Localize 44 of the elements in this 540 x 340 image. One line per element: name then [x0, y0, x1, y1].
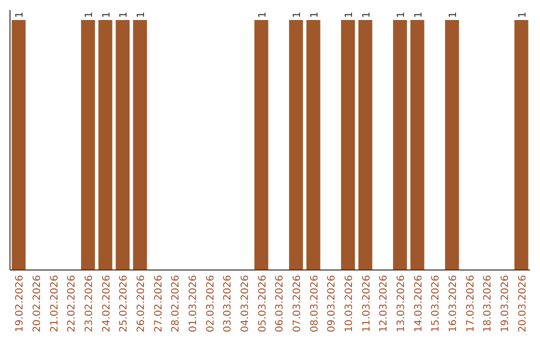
x-tick-label: 09.03.2026 [326, 275, 338, 332]
x-tick-label: 17.03.2026 [465, 275, 476, 332]
x-tick-label: 10.03.2026 [344, 275, 355, 332]
x-tick-label: 02.03.2026 [205, 275, 216, 332]
x-tick-label: 21.02.2026 [49, 275, 60, 332]
x-tick-label: 16.03.2026 [448, 275, 459, 332]
x-tick-label: 01.03.2026 [188, 275, 199, 332]
data-label: 1 [344, 12, 355, 18]
data-label: 1 [448, 12, 459, 18]
x-tick-label: 20.03.2026 [517, 275, 528, 332]
data-label: 1 [309, 12, 320, 18]
x-tick-label: 05.03.2026 [257, 275, 268, 332]
data-label: 1 [413, 12, 424, 18]
x-tick-label: 03.03.2026 [222, 275, 234, 332]
x-tick-label: 18.03.2026 [482, 275, 494, 332]
x-tick-label: 13.03.2026 [396, 275, 407, 332]
data-label: 1 [136, 12, 147, 18]
x-tick-label: 11.03.2026 [361, 275, 372, 332]
data-label: 1 [517, 12, 528, 18]
x-tick-label: 27.02.2026 [153, 275, 164, 332]
data-label: 1 [257, 12, 268, 18]
data-label: 1 [14, 12, 26, 18]
x-tick-label: 07.03.2026 [292, 275, 303, 332]
x-tick-label: 08.03.2026 [309, 275, 320, 332]
data-label: 1 [101, 12, 112, 18]
x-tick-label: 22.02.2026 [66, 275, 78, 332]
x-tick-label: 15.03.2026 [430, 275, 442, 332]
x-tick-label: 23.02.2026 [84, 275, 95, 332]
x-tick-label: 12.03.2026 [378, 275, 390, 332]
data-label: 1 [292, 12, 303, 18]
x-tick-label: 24.02.2026 [101, 275, 112, 332]
x-tick-label: 19.02.2026 [14, 275, 26, 332]
data-label: 1 [396, 12, 407, 18]
data-label: 1 [118, 12, 130, 18]
x-tick-label: 28.02.2026 [170, 275, 182, 332]
x-tick-label: 20.02.2026 [32, 275, 43, 332]
x-tick-label: 19.03.2026 [500, 275, 511, 332]
x-tick-label: 26.02.2026 [136, 275, 147, 332]
x-tick-label: 14.03.2026 [413, 275, 424, 332]
x-tick-label: 25.02.2026 [118, 275, 130, 332]
data-label: 1 [84, 12, 95, 18]
data-label: 1 [361, 12, 372, 18]
x-tick-label: 04.03.2026 [240, 275, 251, 332]
x-tick-label: 06.03.2026 [274, 275, 286, 332]
